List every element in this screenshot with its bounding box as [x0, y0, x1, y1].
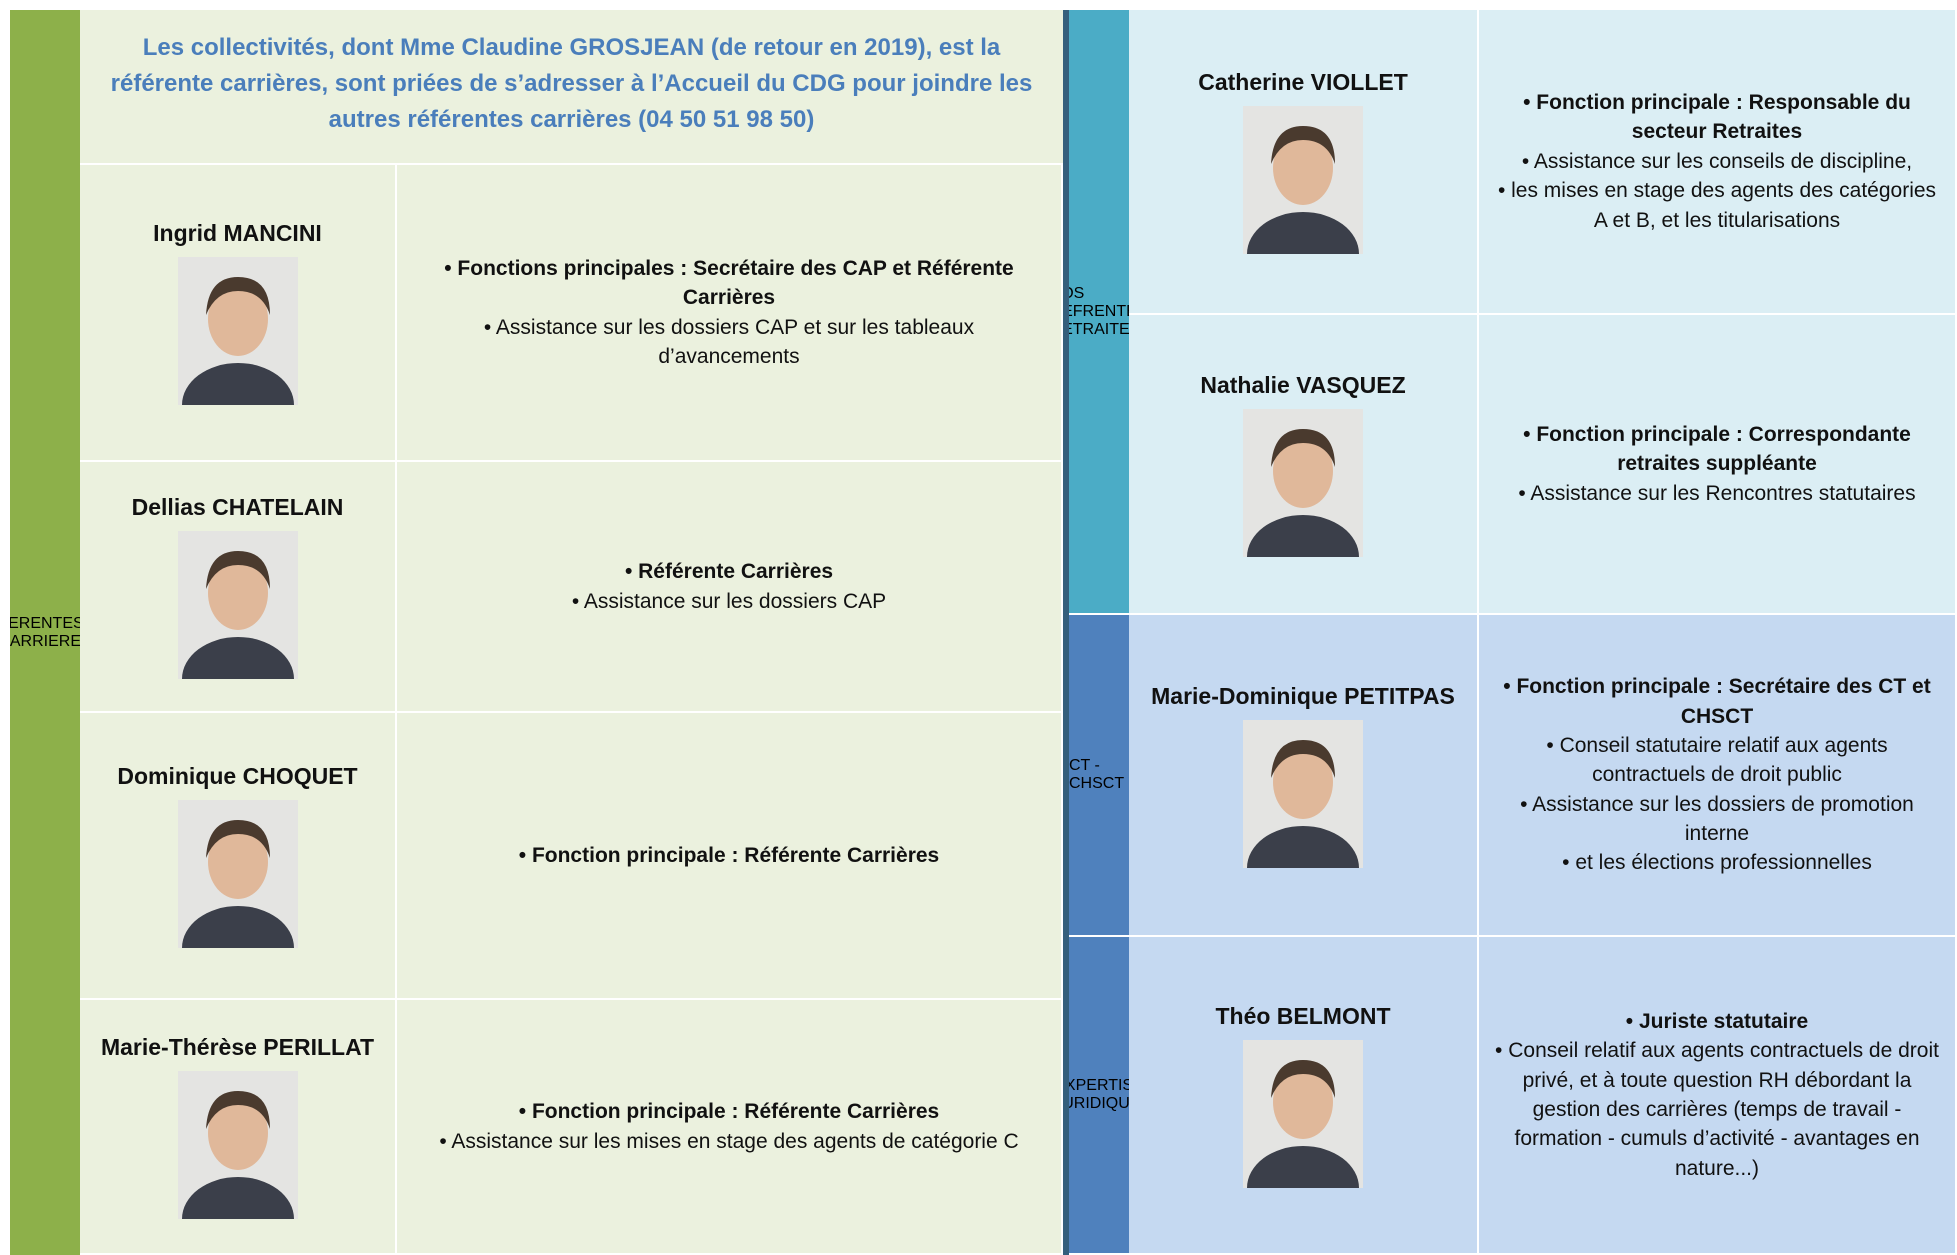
bullet: • Assistance sur les dossiers CAP: [571, 589, 887, 613]
bullet: • Assistance sur les mises en stage des …: [439, 1129, 1019, 1153]
side-bar: EXPERTISE JURIDIQUE: [1069, 937, 1129, 1255]
bullet: • Fonction principale : Référente Carriè…: [518, 843, 940, 867]
bullet: • Assistance sur les dossiers CAP et sur…: [483, 315, 975, 368]
photo: [1243, 719, 1363, 868]
bullet: • Assistance sur les Rencontres statutai…: [1518, 481, 1916, 505]
name-cell: Théo BELMONT: [1129, 937, 1479, 1255]
description-cell: • Fonction principale : Responsable du s…: [1479, 10, 1957, 315]
bullet: • et les élections professionnelles: [1562, 851, 1872, 875]
description-cell: • Fonction principale : Secrétaire des C…: [1479, 615, 1957, 937]
name-cell: Ingrid MANCINI: [80, 165, 397, 462]
photo: [177, 257, 298, 405]
photo: [1243, 106, 1363, 254]
description-cell: • Référente Carrières • Assistance sur le…: [397, 462, 1063, 713]
bullet: • Conseil statutaire relatif aux agents …: [1546, 733, 1888, 787]
description-cell: • Fonction principale : Correspondante r…: [1479, 315, 1957, 615]
person-name: Marie-Thérèse PERILLAT: [100, 1034, 375, 1060]
divider: [1063, 10, 1069, 1255]
name-cell: Dominique CHOQUET: [80, 713, 397, 1000]
photo: [177, 1071, 298, 1219]
bullet: • Assistance sur les dossiers de promoti…: [1520, 792, 1914, 846]
bullet: • Assistance sur les conseils de discipl…: [1521, 149, 1913, 173]
bullet: • Fonction principale : Correspondante r…: [1523, 422, 1911, 476]
bullet: • les mises en stage des agents des caté…: [1497, 179, 1937, 232]
person-name: Dominique CHOQUET: [117, 763, 358, 789]
bullet: • Fonctions principales : Secrétaire des…: [444, 256, 1014, 310]
side-bar: VOS REFRENTES RETRAITES: [1069, 10, 1129, 615]
person-name: Marie-Dominique PETITPAS: [1151, 682, 1455, 709]
bullet: • Fonction principale : Responsable du s…: [1523, 91, 1911, 144]
description-cell: • Juriste statutaire • Conseil relatif au…: [1479, 937, 1957, 1255]
photo: [1243, 408, 1363, 557]
side-bar: CT - CHSCT: [1069, 615, 1129, 937]
photo: [177, 800, 298, 948]
name-cell: Marie-Thérèse PERILLAT: [80, 1000, 397, 1255]
person-name: Théo BELMONT: [1215, 1002, 1391, 1029]
name-cell: Catherine VIOLLET: [1129, 10, 1479, 315]
bullet: • Conseil relatif aux agents contractuel…: [1495, 1039, 1939, 1180]
bullet: • Fonction principale : Référente Carriè…: [518, 1100, 940, 1124]
side-label: EXPERTISE JURIDIQUE: [1069, 1077, 1129, 1112]
photo: [177, 531, 298, 679]
photo: [1243, 1039, 1363, 1188]
bullet: • Juriste statutaire: [1625, 1009, 1809, 1033]
person-name: Dellias CHATELAIN: [131, 494, 344, 520]
side-label: FERENTES CARRIERES: [10, 614, 80, 650]
bullet: • Référente Carrières: [624, 560, 834, 584]
name-cell: Marie-Dominique PETITPAS: [1129, 615, 1479, 937]
description-cell: • Fonctions principales : Secrétaire des…: [397, 165, 1063, 462]
side-label: CT - CHSCT: [1069, 757, 1125, 792]
name-cell: Nathalie VASQUEZ: [1129, 315, 1479, 615]
person-name: Nathalie VASQUEZ: [1200, 371, 1406, 398]
name-cell: Dellias CHATELAIN: [80, 462, 397, 713]
description-cell: • Fonction principale : Référente Carriè…: [397, 713, 1063, 1000]
description-cell: • Fonction principale : Référente Carriè…: [397, 1000, 1063, 1255]
notice: Les collectivités, dont Mme Claudine GRO…: [80, 10, 1063, 165]
side-bar: FERENTES CARRIERES: [10, 10, 80, 1255]
person-name: Catherine VIOLLET: [1198, 69, 1408, 95]
bullet: • Fonction principale : Secrétaire des C…: [1503, 675, 1931, 728]
side-label: VOS REFRENTES RETRAITES: [1069, 284, 1129, 338]
person-name: Ingrid MANCINI: [153, 220, 322, 246]
